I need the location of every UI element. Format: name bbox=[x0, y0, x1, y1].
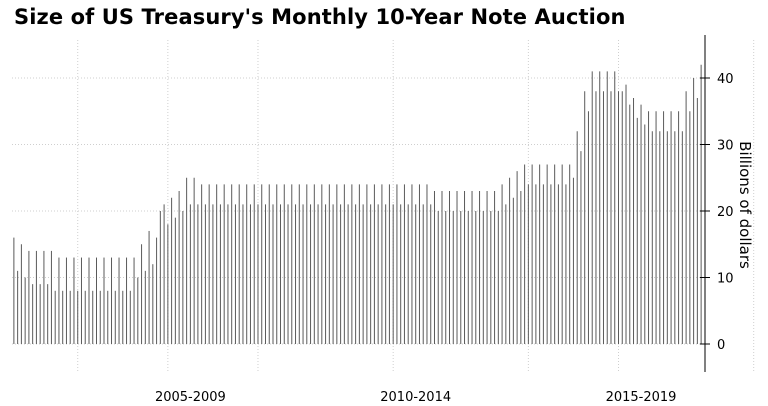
bars bbox=[13, 64, 702, 344]
x-tick-label: 2005-2009 bbox=[155, 390, 226, 405]
x-tick-label: 2015-2019 bbox=[606, 390, 677, 405]
y-axis-label: Billions of dollars bbox=[736, 141, 754, 269]
gridlines bbox=[12, 40, 755, 372]
y-tick-label: 20 bbox=[717, 205, 734, 220]
chart-title: Size of US Treasury's Monthly 10-Year No… bbox=[14, 5, 626, 29]
y-tick-label: 30 bbox=[717, 139, 734, 154]
y-axis: 0 10 20 30 40 bbox=[700, 35, 734, 372]
y-tick-label: 40 bbox=[717, 72, 734, 87]
y-tick-label: 0 bbox=[717, 338, 725, 353]
x-tick-label: 2010-2014 bbox=[380, 390, 451, 405]
y-tick-label: 10 bbox=[717, 272, 734, 287]
